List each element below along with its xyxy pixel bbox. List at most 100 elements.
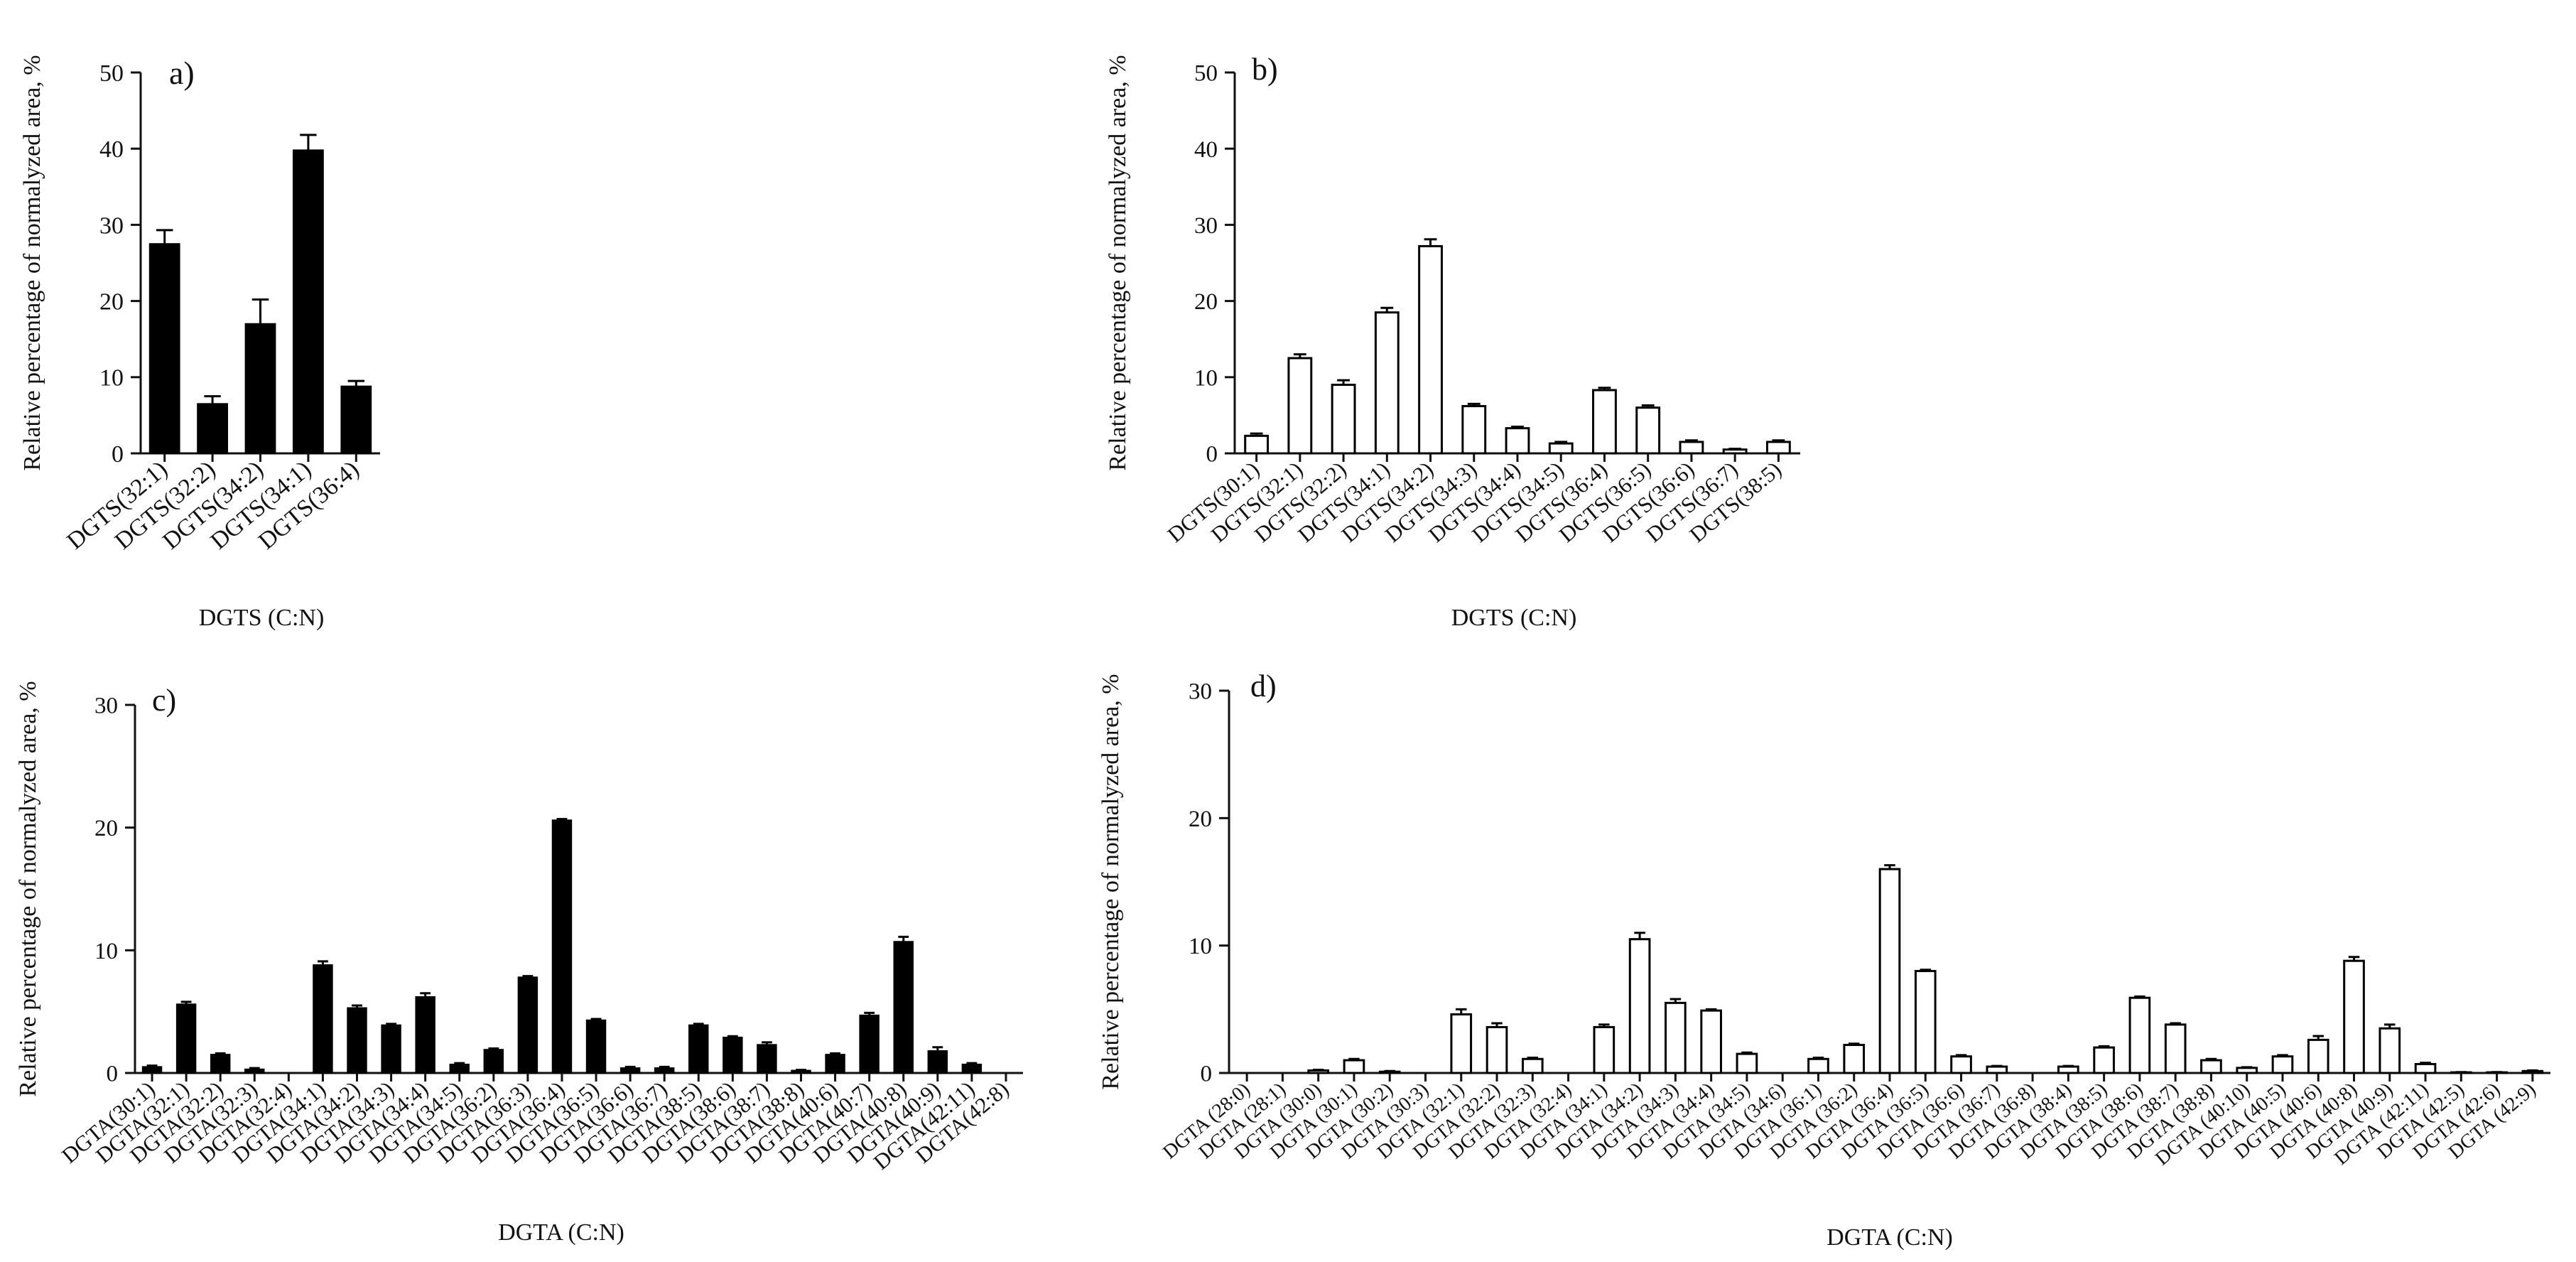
- bar: [197, 403, 228, 455]
- y-tick-label: 10: [1194, 365, 1218, 391]
- error-bar: [2205, 1057, 2217, 1061]
- bar: [1374, 311, 1400, 455]
- bar: [1736, 1052, 1758, 1074]
- bar: [293, 149, 324, 454]
- error-bar: [1456, 1008, 1467, 1015]
- error-bar: [1728, 448, 1742, 451]
- error-bar: [2384, 1023, 2396, 1029]
- bar: [1485, 1025, 1508, 1074]
- bar: [1505, 427, 1530, 455]
- bar: [1628, 938, 1651, 1074]
- bar: [859, 1014, 880, 1074]
- bar: [2236, 1067, 2258, 1074]
- error-bar: [2098, 1045, 2110, 1048]
- error-bar: [830, 1052, 840, 1055]
- bar: [244, 323, 276, 455]
- bar: [313, 964, 333, 1074]
- bar: [2271, 1055, 2294, 1074]
- bar: [1950, 1055, 1972, 1074]
- error-bar: [2420, 1062, 2431, 1064]
- x-axis-label: DGTA (C:N): [498, 1219, 624, 1246]
- bar: [1521, 1057, 1544, 1074]
- bar: [449, 1063, 470, 1074]
- y-tick-label: 0: [1206, 442, 1218, 468]
- error-bar: [251, 298, 269, 324]
- y-tick-label: 30: [1189, 679, 1212, 705]
- error-bar: [1598, 1023, 1610, 1028]
- bar: [1593, 1025, 1616, 1074]
- error-bar: [590, 1018, 602, 1020]
- x-axis-label: DGTS (C:N): [1451, 605, 1577, 631]
- y-tick-label: 10: [99, 365, 124, 392]
- y-tick-label: 30: [1194, 213, 1218, 239]
- error-bar: [1598, 387, 1611, 391]
- y-tick-label: 50: [99, 60, 124, 87]
- bar: [2414, 1062, 2437, 1074]
- bar: [517, 976, 539, 1074]
- error-bar: [624, 1065, 636, 1069]
- panel-a: 0 10 20 30 40 50 Relative percentage of normal…: [19, 55, 380, 631]
- error-bar: [1991, 1064, 2003, 1067]
- bar: [483, 1049, 504, 1074]
- bar: [2093, 1046, 2115, 1074]
- bar: [654, 1067, 675, 1074]
- bar: [1331, 384, 1356, 455]
- bar: [1843, 1044, 1866, 1074]
- panel-label: d): [1250, 669, 1277, 703]
- bar: [148, 243, 180, 454]
- error-bar: [1380, 306, 1394, 313]
- y-tick-label: 20: [99, 289, 124, 316]
- error-bar: [1812, 1056, 1824, 1059]
- error-bar: [864, 1011, 875, 1015]
- bar: [1450, 1013, 1473, 1074]
- panel-label: c): [152, 683, 176, 718]
- bar: [347, 1007, 367, 1074]
- y-axis-label: Relative percentage of normalyzed area, …: [1105, 55, 1131, 470]
- y-tick-label: 20: [1189, 807, 1212, 832]
- error-bar: [180, 1001, 192, 1005]
- bar: [1287, 357, 1313, 455]
- error-bar: [1705, 1008, 1717, 1011]
- bar: [2057, 1065, 2079, 1074]
- error-bar: [1467, 402, 1481, 406]
- y-tick-label: 50: [1194, 61, 1218, 87]
- y-tick-label: 20: [1194, 289, 1218, 315]
- bar: [381, 1024, 401, 1074]
- y-axis-label: Relative percentage of normalyzed area, …: [19, 55, 45, 470]
- error-bar: [352, 1004, 362, 1008]
- bar: [141, 1066, 163, 1074]
- error-bar: [1384, 1069, 1395, 1072]
- bar: [415, 996, 435, 1074]
- bar: [2307, 1038, 2329, 1074]
- error-bar: [1293, 353, 1306, 358]
- error-bar: [2348, 956, 2360, 961]
- error-bar: [796, 1069, 806, 1072]
- error-bar: [1312, 1069, 1324, 1072]
- bar: [551, 819, 573, 1074]
- error-bar: [347, 379, 365, 387]
- error-bar: [156, 229, 173, 244]
- y-axis-label: Relative percentage of normalyzed area, …: [1098, 674, 1124, 1089]
- bar: [619, 1067, 641, 1074]
- bar: [1722, 448, 1748, 455]
- bar: [210, 1054, 231, 1074]
- y-tick-label: 0: [1201, 1062, 1213, 1087]
- error-bar: [1337, 379, 1350, 385]
- error-bar: [1685, 439, 1698, 442]
- y-tick-label: 40: [1194, 137, 1218, 163]
- error-bar: [1884, 864, 1895, 870]
- error-bar: [2527, 1069, 2538, 1072]
- panel-b: 0 10 20 30 40 50 Relative percentage of normal…: [1105, 52, 1800, 631]
- error-bar: [1741, 1051, 1753, 1055]
- bar: [1461, 405, 1487, 455]
- y-tick-label: 30: [94, 694, 118, 719]
- x-axis-label: DGTS (C:N): [199, 605, 325, 631]
- error-bar: [1527, 1056, 1539, 1059]
- bar: [244, 1068, 265, 1074]
- bar: [893, 941, 914, 1074]
- error-bar: [488, 1047, 499, 1050]
- bar: [1765, 441, 1791, 455]
- error-bar: [693, 1023, 704, 1025]
- error-bar: [522, 975, 534, 978]
- error-bar: [2277, 1054, 2288, 1057]
